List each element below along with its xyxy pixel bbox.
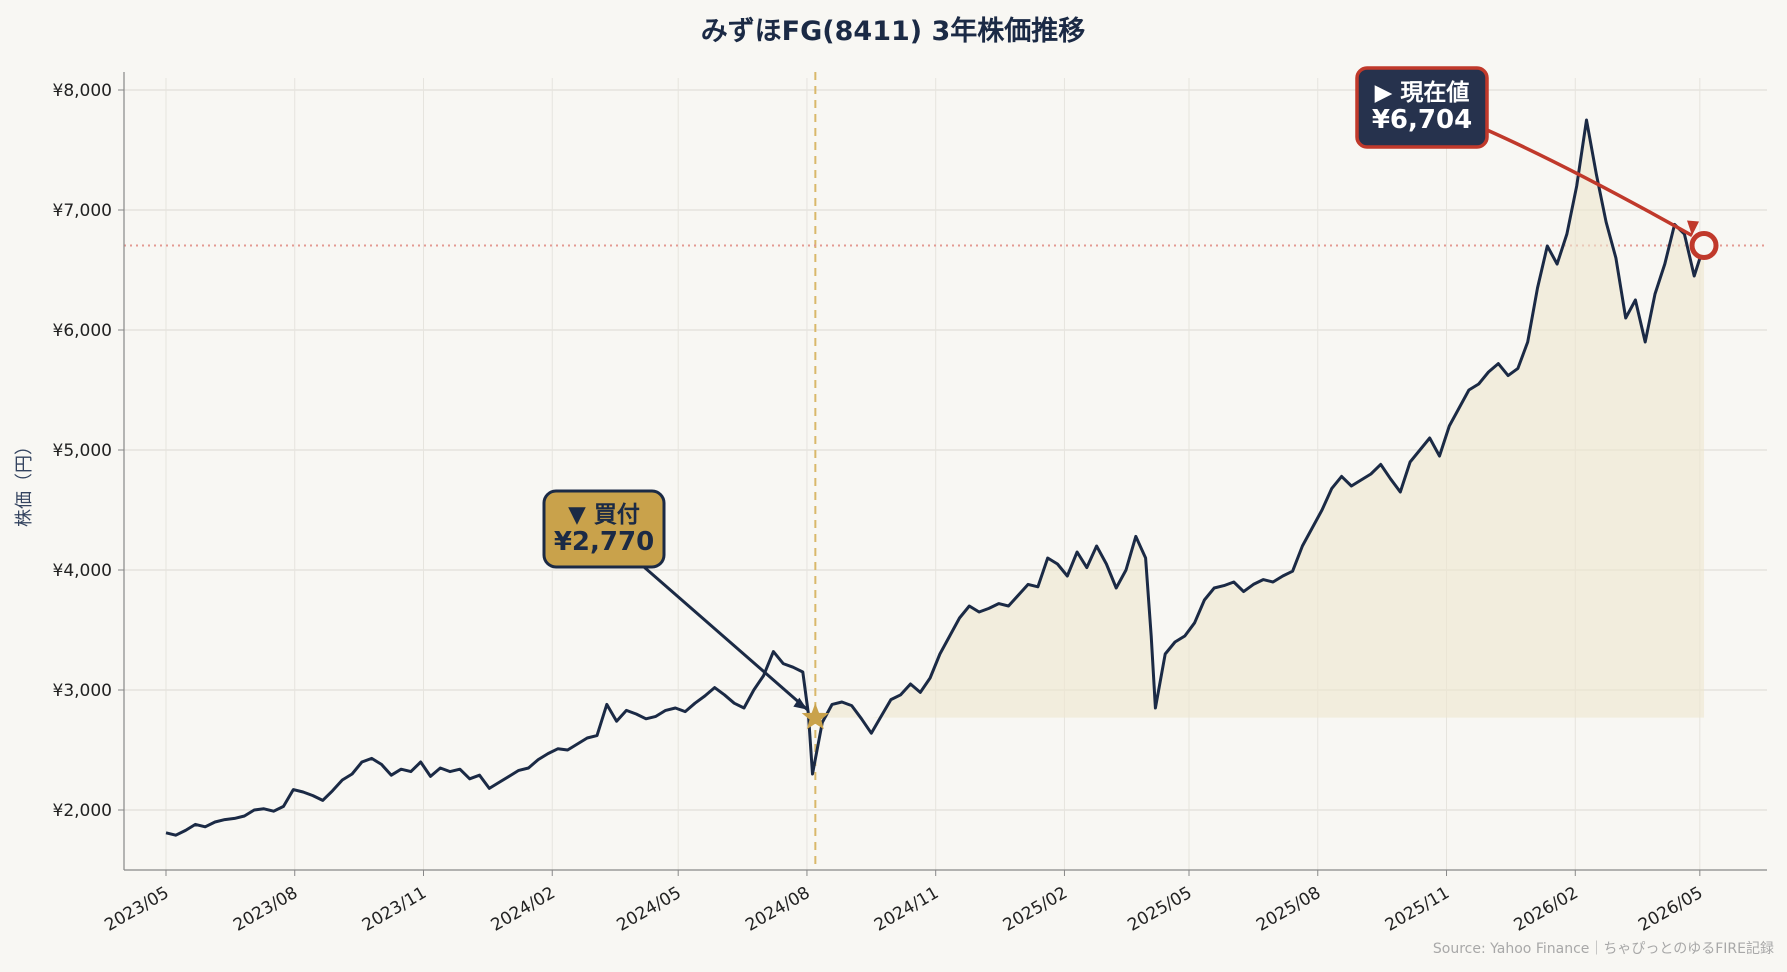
x-tick-label: 2023/11 <box>359 883 430 936</box>
purchase-arrow-head <box>793 697 808 710</box>
gain-area-fill <box>815 120 1705 718</box>
price-series <box>165 118 1706 837</box>
purchase-arrow <box>643 565 809 711</box>
x-tick-label: 2026/02 <box>1511 883 1582 936</box>
x-tick-label: 2023/08 <box>230 883 301 936</box>
x-tick-label: 2025/08 <box>1253 883 1324 936</box>
y-tick-label: ¥8,000 <box>53 81 112 101</box>
purchase-annotation-box <box>542 489 666 569</box>
x-tick-label: 2024/02 <box>488 883 559 936</box>
price-line <box>165 118 1706 837</box>
y-tick-label: ¥5,000 <box>53 441 112 461</box>
purchase-annotation-label: ▼ 買付 <box>568 502 640 528</box>
markers: ▼ 買付¥2,770 ▶ 現在値¥6,704 <box>542 66 1719 730</box>
x-tick-label: 2026/05 <box>1635 883 1706 936</box>
purchase-star-marker <box>801 703 830 730</box>
current-annotation-box <box>1355 66 1489 149</box>
source-note: Source: Yahoo Finance｜ちゃぴっとのゆるFIRE記録 <box>1433 940 1774 957</box>
x-tick-label: 2025/02 <box>1000 883 1071 936</box>
purchase-annotation-value: ¥2,770 <box>554 527 654 557</box>
current-arrow <box>1486 128 1693 238</box>
x-tick-label: 2024/05 <box>614 883 685 936</box>
x-tick-label: 2024/11 <box>871 883 942 936</box>
current-annotation-label: ▶ 現在値 <box>1375 79 1470 106</box>
x-tick-label: 2024/08 <box>742 883 813 936</box>
y-tick-label: ¥6,000 <box>53 321 112 341</box>
y-tick-label: ¥2,000 <box>53 801 112 821</box>
x-tick-label: 2023/05 <box>101 883 172 936</box>
current-price-marker <box>1689 231 1719 261</box>
gain-area <box>815 120 1705 718</box>
y-axis-label: 株価（円） <box>14 437 35 527</box>
y-tick-label: ¥7,000 <box>53 201 112 221</box>
x-tick-label: 2025/05 <box>1124 883 1195 936</box>
current-annotation-value: ¥6,704 <box>1372 105 1472 135</box>
y-tick-label: ¥4,000 <box>53 561 112 581</box>
x-tick-label: 2025/11 <box>1382 883 1453 936</box>
current-arrow-head <box>1687 220 1700 236</box>
chart-title: みずほFG(8411) 3年株価推移 <box>701 15 1086 47</box>
y-tick-label: ¥3,000 <box>53 681 112 701</box>
